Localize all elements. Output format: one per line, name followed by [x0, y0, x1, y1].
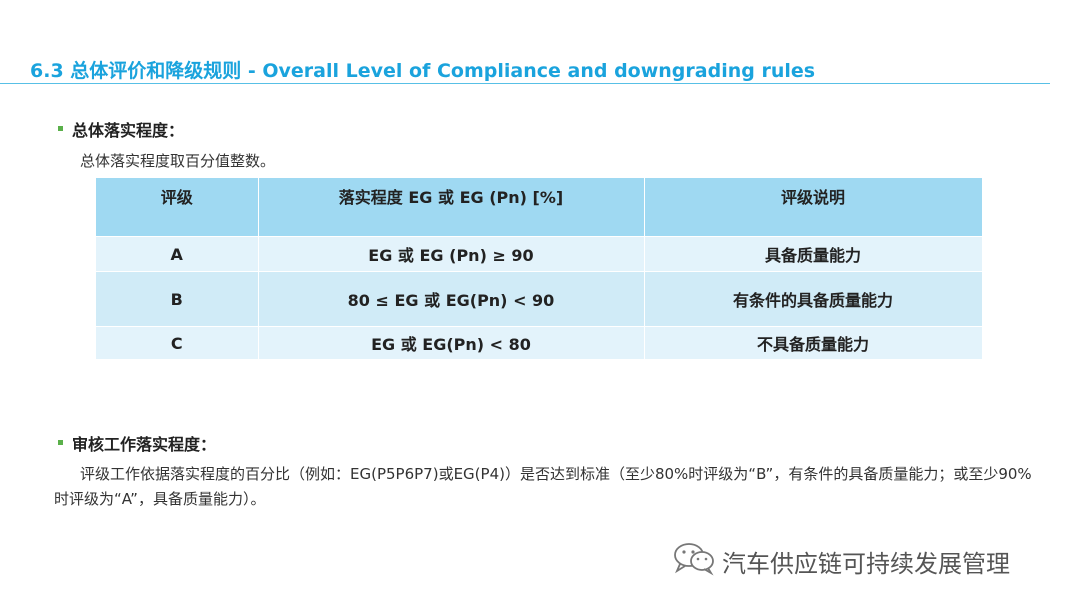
desc-cell: 不具备质量能力 — [644, 326, 983, 360]
bullet-icon — [58, 440, 63, 445]
section2-text: 评级工作依据落实程度的百分比（例如：EG(P5P6P7)或EG(P4)）是否达到… — [54, 465, 1032, 508]
bullet-icon — [58, 126, 63, 131]
table-row: B 80 ≤ EG 或 EG(Pn) < 90 有条件的具备质量能力 — [96, 271, 983, 327]
grade-cell: A — [96, 236, 259, 272]
watermark: 汽车供应链可持续发展管理 — [672, 540, 1010, 582]
wechat-icon — [672, 540, 716, 582]
range-cell: 80 ≤ EG 或 EG(Pn) < 90 — [258, 271, 645, 327]
desc-cell: 有条件的具备质量能力 — [644, 271, 983, 327]
table-header-row: 评级 落实程度 EG 或 EG (Pn) [%] 评级说明 — [96, 178, 983, 237]
grade-table: 评级 落实程度 EG 或 EG (Pn) [%] 评级说明 A EG 或 EG … — [96, 178, 983, 360]
watermark-text: 汽车供应链可持续发展管理 — [722, 549, 1010, 578]
table-row: C EG 或 EG(Pn) < 80 不具备质量能力 — [96, 326, 983, 360]
desc-cell: 具备质量能力 — [644, 236, 983, 272]
header-compliance: 落实程度 EG 或 EG (Pn) [%] — [258, 178, 645, 237]
section2-paragraph: 评级工作依据落实程度的百分比（例如：EG(P5P6P7)或EG(P4)）是否达到… — [54, 462, 1044, 512]
section2-heading: 审核工作落实程度： — [72, 435, 217, 454]
section1-note: 总体落实程度取百分值整数。 — [80, 152, 276, 170]
section1-heading: 总体落实程度： — [72, 121, 185, 140]
header-grade: 评级 — [96, 178, 259, 237]
table-row: A EG 或 EG (Pn) ≥ 90 具备质量能力 — [96, 236, 983, 272]
slide-title: 6.3 总体评价和降级规则 - Overall Level of Complia… — [30, 60, 816, 82]
range-cell: EG 或 EG (Pn) ≥ 90 — [258, 236, 645, 272]
title-divider — [0, 83, 1050, 84]
grade-cell: C — [96, 326, 259, 360]
range-cell: EG 或 EG(Pn) < 80 — [258, 326, 645, 360]
grade-cell: B — [96, 271, 259, 327]
header-description: 评级说明 — [644, 178, 983, 237]
